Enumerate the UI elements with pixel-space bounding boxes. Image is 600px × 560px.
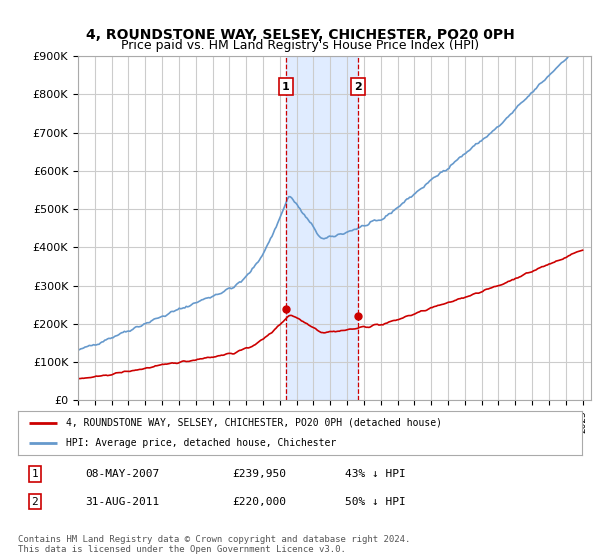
Text: 08-MAY-2007: 08-MAY-2007 bbox=[86, 469, 160, 479]
Text: 50% ↓ HPI: 50% ↓ HPI bbox=[345, 497, 406, 507]
Text: HPI: Average price, detached house, Chichester: HPI: Average price, detached house, Chic… bbox=[66, 438, 336, 448]
Bar bbox=[286, 56, 358, 400]
Text: 31-AUG-2011: 31-AUG-2011 bbox=[86, 497, 160, 507]
Text: Contains HM Land Registry data © Crown copyright and database right 2024.
This d: Contains HM Land Registry data © Crown c… bbox=[18, 535, 410, 554]
Text: 4, ROUNDSTONE WAY, SELSEY, CHICHESTER, PO20 0PH: 4, ROUNDSTONE WAY, SELSEY, CHICHESTER, P… bbox=[86, 28, 514, 42]
Text: 2: 2 bbox=[32, 497, 38, 507]
Text: 1: 1 bbox=[32, 469, 38, 479]
Text: £239,950: £239,950 bbox=[232, 469, 286, 479]
Text: 43% ↓ HPI: 43% ↓ HPI bbox=[345, 469, 406, 479]
Text: 1: 1 bbox=[282, 82, 290, 92]
Text: £220,000: £220,000 bbox=[232, 497, 286, 507]
Text: Price paid vs. HM Land Registry's House Price Index (HPI): Price paid vs. HM Land Registry's House … bbox=[121, 39, 479, 53]
Text: 4, ROUNDSTONE WAY, SELSEY, CHICHESTER, PO20 0PH (detached house): 4, ROUNDSTONE WAY, SELSEY, CHICHESTER, P… bbox=[66, 418, 442, 428]
Text: 2: 2 bbox=[354, 82, 362, 92]
